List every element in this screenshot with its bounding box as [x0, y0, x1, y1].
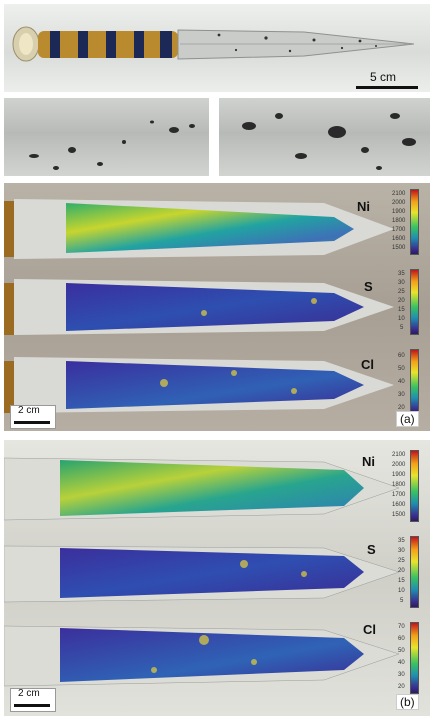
- tick-label: 1800: [392, 482, 406, 488]
- scale-bar-2cm-b: [14, 704, 50, 707]
- panel-b-xrf-maps: Ni S Cl 2100 2000 1900 1800 1700 1600 15…: [4, 440, 430, 716]
- colorbar-s-a: [410, 269, 419, 335]
- tick-label: 5: [400, 598, 404, 604]
- colorbar-ni-b: [410, 450, 419, 522]
- tick-label: 35: [398, 271, 405, 277]
- tick-label: 40: [398, 660, 405, 666]
- tick-label: 10: [398, 588, 405, 594]
- element-label-cl-a: Cl: [361, 357, 374, 372]
- panel-label-a: (a): [396, 411, 419, 427]
- dagger-illustration: [12, 26, 415, 62]
- corrosion-spots: [29, 120, 195, 170]
- panel-a-xrf-maps: Ni S Cl 2100 2000 1900 1800 1700 1600 15…: [4, 183, 430, 431]
- panel-label-b: (b): [396, 694, 419, 710]
- blade-closeup-left: [4, 98, 209, 176]
- colorbar-ni-a: [410, 189, 419, 255]
- tick-label: 2000: [392, 200, 406, 206]
- dagger-photo: 5 cm: [4, 4, 430, 92]
- tick-label: 1900: [392, 472, 406, 478]
- tick-label: 2100: [392, 191, 406, 197]
- blade-closeup-right: [219, 98, 430, 176]
- tick-label: 1700: [392, 492, 406, 498]
- element-label-s-b: S: [367, 542, 376, 557]
- tick-label: 20: [398, 568, 405, 574]
- tick-label: 1600: [392, 502, 406, 508]
- colorbar-cl-b: [410, 622, 419, 694]
- tick-label: 25: [398, 289, 405, 295]
- tick-label: 1500: [392, 245, 406, 251]
- tick-label: 60: [398, 636, 405, 642]
- element-label-cl-b: Cl: [363, 622, 376, 637]
- colorbar-s-b: [410, 536, 419, 608]
- scale-bar-5cm: [356, 86, 418, 89]
- element-label-s-a: S: [364, 279, 373, 294]
- tick-label: 15: [398, 578, 405, 584]
- tick-label: 10: [398, 316, 405, 322]
- tick-label: 2100: [392, 452, 406, 458]
- tick-label: 2000: [392, 462, 406, 468]
- tick-label: 40: [398, 379, 405, 385]
- tick-label: 70: [398, 624, 405, 630]
- scale-box-a: [10, 405, 56, 429]
- tick-label: 20: [398, 298, 405, 304]
- tick-label: 60: [398, 353, 405, 359]
- corrosion-spots: [242, 113, 416, 170]
- element-label-ni-b: Ni: [362, 454, 375, 469]
- tick-label: 30: [398, 392, 405, 398]
- tick-label: 1800: [392, 218, 406, 224]
- scale-box-b: [10, 688, 56, 712]
- element-label-ni-a: Ni: [357, 199, 370, 214]
- scale-label-5cm: 5 cm: [370, 70, 397, 84]
- tick-label: 50: [398, 648, 405, 654]
- tick-label: 30: [398, 548, 405, 554]
- tick-label: 30: [398, 280, 405, 286]
- tick-label: 35: [398, 538, 405, 544]
- tick-label: 1500: [392, 512, 406, 518]
- tick-label: 1900: [392, 209, 406, 215]
- tick-label: 50: [398, 366, 405, 372]
- scale-label-2cm-a: 2 cm: [18, 405, 40, 416]
- tick-label: 5: [400, 325, 404, 331]
- panel-a-maps-illustration: [4, 199, 394, 413]
- scale-bar-2cm-a: [14, 421, 50, 424]
- tick-label: 30: [398, 672, 405, 678]
- tick-label: 25: [398, 558, 405, 564]
- tick-label: 20: [398, 405, 405, 411]
- panel-b-maps-illustration: [4, 457, 400, 687]
- tick-label: 20: [398, 684, 405, 690]
- tick-label: 15: [398, 307, 405, 313]
- tick-label: 1600: [392, 236, 406, 242]
- tick-label: 1700: [392, 227, 406, 233]
- colorbar-cl-a: [410, 349, 419, 415]
- scale-label-2cm-b: 2 cm: [18, 688, 40, 699]
